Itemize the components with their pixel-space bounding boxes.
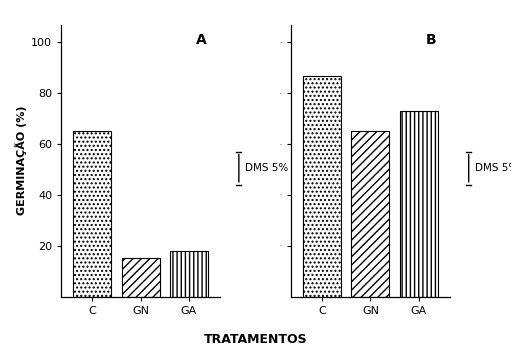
Text: A: A — [195, 33, 206, 47]
Bar — [400, 111, 437, 297]
Bar — [170, 251, 208, 297]
Bar — [122, 258, 159, 297]
Y-axis label: GERMINAÇÃO (%): GERMINAÇÃO (%) — [15, 106, 27, 215]
Text: DMS 5%: DMS 5% — [475, 163, 511, 173]
Text: B: B — [425, 33, 436, 47]
Text: DMS 5%: DMS 5% — [245, 163, 288, 173]
Text: TRATAMENTOS: TRATAMENTOS — [204, 333, 307, 346]
Bar — [352, 131, 389, 297]
Bar — [74, 131, 111, 297]
Bar — [303, 76, 341, 297]
